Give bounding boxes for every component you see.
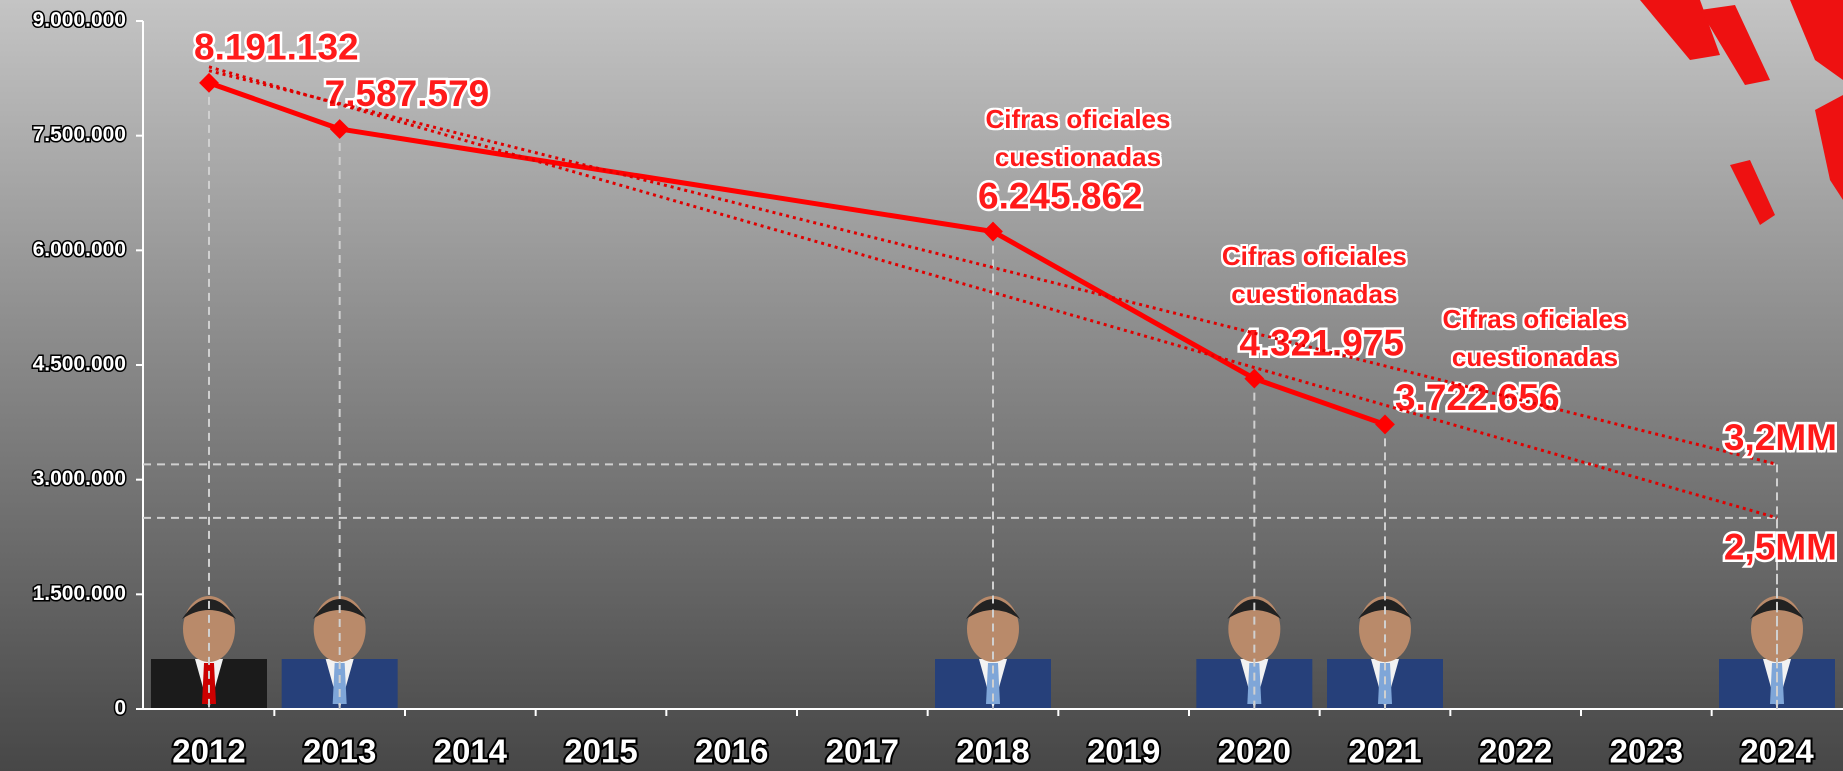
- x-tick-label: 2020: [1218, 733, 1291, 770]
- y-tick-label: 0: [114, 697, 126, 720]
- x-tick-label: 2013: [303, 733, 376, 770]
- y-tick-label: 7.500.000: [33, 123, 126, 146]
- y-tick-label: 9.000.000: [33, 9, 126, 32]
- y-tick-label: 1.500.000: [33, 582, 126, 605]
- value-label: 4.321.975: [1239, 322, 1404, 363]
- y-tick-label: 6.000.000: [33, 238, 126, 261]
- portrait-tie: [202, 663, 216, 704]
- x-tick-label: 2022: [1479, 733, 1552, 770]
- value-label: 6.245.862: [978, 175, 1143, 216]
- y-tick-label: 3.000.000: [33, 467, 126, 490]
- annotation: Cifras oficiales cuestionadas: [973, 100, 1183, 176]
- x-tick-label: 2021: [1348, 733, 1421, 770]
- data-point: [199, 73, 219, 93]
- x-tick-label: 2023: [1610, 733, 1683, 770]
- decoration: [1640, 0, 1843, 225]
- annotation: Cifras oficiales cuestionadas: [1209, 237, 1419, 313]
- x-tick-label: 2017: [826, 733, 899, 770]
- value-label: 3.722.656: [1395, 377, 1560, 418]
- data-point: [1244, 369, 1264, 389]
- y-tick-label: 4.500.000: [33, 353, 126, 376]
- value-label: 8.191.132: [194, 27, 359, 68]
- portrait-tie: [1770, 663, 1784, 704]
- portrait-tie: [333, 663, 347, 704]
- x-tick-label: 2012: [172, 733, 245, 770]
- data-point: [330, 119, 350, 139]
- chart-background: 0 1.500.000 3.000.000 4.500.000 6.000.000 7.5…: [0, 0, 1843, 771]
- value-label: 7.587.579: [325, 73, 490, 114]
- chart: 0 1.500.000 3.000.000 4.500.000 6.000.000 7.5…: [0, 0, 1843, 771]
- data-point: [983, 222, 1003, 242]
- x-tick-label: 2016: [695, 733, 768, 770]
- portrait-tie: [1247, 663, 1261, 704]
- value-label: 3,2MM: [1724, 417, 1837, 458]
- x-tick-label: 2019: [1087, 733, 1160, 770]
- x-tick-label: 2024: [1740, 733, 1814, 770]
- annotation: Cifras oficiales cuestionadas: [1430, 300, 1640, 376]
- value-label: 2,5MM: [1724, 527, 1837, 568]
- x-tick-label: 2014: [434, 733, 508, 770]
- data-point: [1375, 415, 1395, 435]
- x-tick-label: 2018: [956, 733, 1029, 770]
- x-tick-label: 2015: [564, 733, 637, 770]
